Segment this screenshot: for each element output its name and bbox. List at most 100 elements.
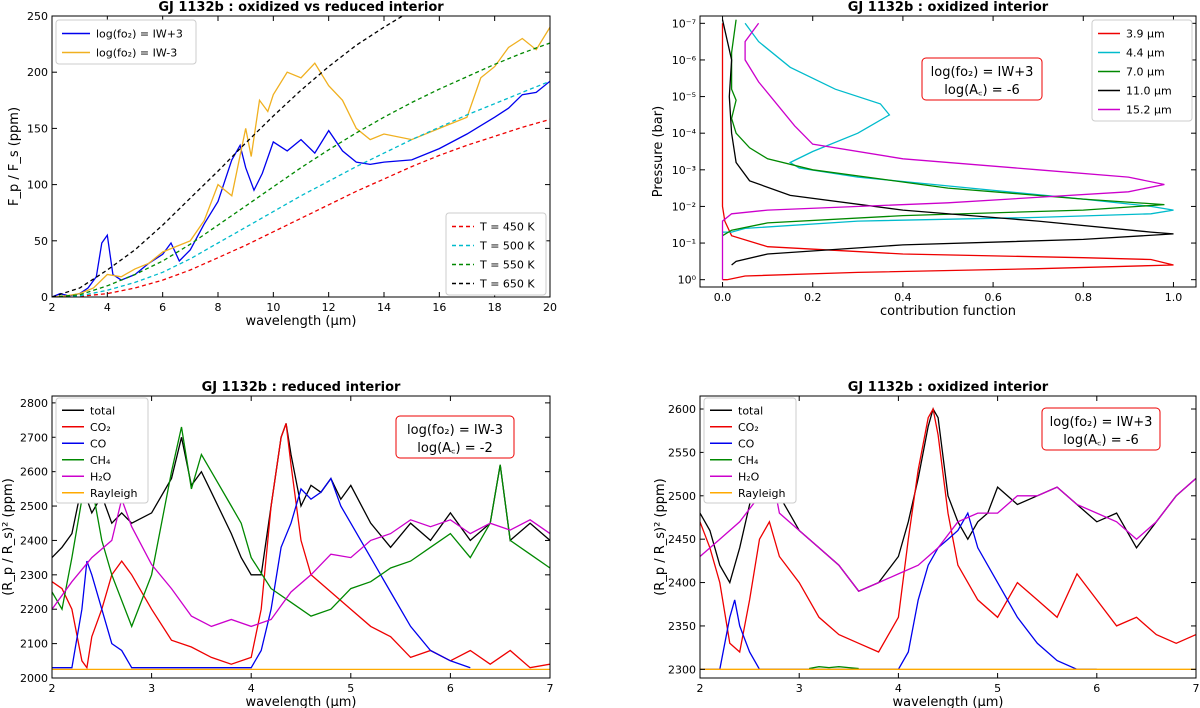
y-tick-label: 2400: [20, 534, 48, 547]
annotation-text: log(A꜀) = -2: [417, 441, 492, 456]
series-group: [52, 16, 550, 297]
y-tick-label: 2300: [668, 663, 696, 676]
y-tick-label: 2350: [668, 620, 696, 633]
plot-frame: [699, 395, 1197, 679]
x-tick-label: 0.8: [1075, 291, 1093, 304]
series-line: [52, 477, 471, 669]
plot-frame: [51, 395, 551, 679]
x-tick-label: 3: [148, 682, 155, 695]
y-tick-label: 10⁻⁵: [672, 91, 696, 104]
x-tick-label: 0.6: [984, 291, 1002, 304]
legend-label: CO: [90, 437, 107, 450]
x-axis-label: contribution function: [880, 304, 1016, 319]
annotation-text: log(A꜀) = -6: [1063, 433, 1138, 448]
legend: total CO₂ CO CH₄ H₂O Rayleigh: [703, 397, 797, 504]
legend-label: log(fo₂) = IW-3: [96, 47, 177, 60]
legend-label: CH₄: [738, 454, 759, 467]
y-tick-label: 2100: [20, 638, 48, 651]
x-tick-label: 4: [248, 682, 255, 695]
x-tick-label: 5: [994, 682, 1001, 695]
panel-1: GJ 1132b : oxidized vs reduced interior 2…: [7, 0, 557, 329]
y-tick-label: 2600: [668, 403, 696, 416]
y-tick-label: 2000: [20, 672, 48, 685]
legend-label: CO: [738, 437, 755, 450]
series-line: [721, 22, 1165, 280]
chart-title: GJ 1132b : oxidized interior: [848, 380, 1049, 395]
y-tick-label: 100: [27, 179, 48, 192]
y-tick-label: 2400: [668, 577, 696, 590]
y-tick-label: 2500: [668, 490, 696, 503]
x-tick-label: 0.2: [804, 291, 822, 304]
y-tick-label: 10⁻³: [672, 164, 696, 177]
annotation-frame: [921, 57, 1043, 101]
series-group: [721, 19, 1174, 281]
legend-label: CO₂: [90, 421, 111, 434]
series-line: [52, 42, 550, 297]
legend-label: 3.9 μm: [1126, 28, 1165, 41]
legend-label: H₂O: [90, 470, 112, 483]
legend-label: T = 500 K: [479, 240, 535, 253]
x-tick-label: 2: [697, 682, 704, 695]
y-tick-label: 200: [27, 66, 48, 79]
series-line: [808, 666, 859, 670]
legend-frame: [55, 19, 197, 65]
chart-title: GJ 1132b : reduced interior: [202, 380, 401, 395]
legend-label: total: [738, 404, 763, 417]
series-line: [52, 426, 550, 629]
series-group: [52, 423, 550, 671]
x-tick-label: 5: [347, 682, 354, 695]
y-tick-label: 250: [27, 10, 48, 23]
legend-label: 7.0 μm: [1126, 66, 1165, 79]
x-tick-label: 6: [447, 682, 454, 695]
y-tick-label: 2450: [668, 533, 696, 546]
x-tick-label: 1.0: [1165, 291, 1183, 304]
y-tick-label: 2600: [20, 466, 48, 479]
y-tick-label: 10⁻²: [672, 200, 696, 213]
y-axis-label: Pressure (bar): [651, 106, 666, 197]
x-axis-label: wavelength (μm): [246, 314, 357, 329]
x-tick-label: 0.0: [714, 291, 732, 304]
x-tick-label: 14: [377, 301, 391, 314]
y-tick-label: 2700: [20, 431, 48, 444]
y-tick-label: 10⁻⁶: [672, 54, 697, 67]
y-tick-label: 10⁻⁷: [672, 17, 696, 30]
legend-label: Rayleigh: [90, 487, 138, 500]
legend-label: CH₄: [90, 454, 111, 467]
y-tick-label: 2550: [668, 446, 696, 459]
y-axis-label: (R_p / R_s)² (ppm): [653, 478, 668, 596]
x-tick-label: 6: [1093, 682, 1100, 695]
series-line: [722, 22, 1174, 233]
annotation-text: log(A꜀) = -6: [944, 83, 1019, 98]
panel-4: GJ 1132b : oxidized interior 2 3 4 5 6 7 2300 23…: [653, 380, 1200, 708]
plot-frame: [699, 15, 1197, 288]
x-tick-label: 4: [895, 682, 902, 695]
y-tick-label: 2800: [20, 397, 48, 410]
series-line: [52, 16, 404, 297]
annotation-frame: [1041, 407, 1161, 451]
legend-label: log(fo₂) = IW+3: [96, 28, 183, 41]
series-line: [52, 80, 550, 297]
annotation-frame: [395, 415, 515, 459]
legend-label: CO₂: [738, 421, 759, 434]
legend-bottom: T = 450 K T = 500 K T = 550 K T = 650 K: [445, 212, 547, 296]
chart-title: GJ 1132b : oxidized interior: [848, 0, 1049, 15]
x-tick-label: 8: [215, 301, 222, 314]
x-tick-label: 2: [49, 301, 56, 314]
panel-3: GJ 1132b : reduced interior 2 3 4 5 6 7 2000 210…: [1, 380, 554, 708]
x-tick-label: 0.4: [894, 291, 912, 304]
y-tick-label: 10⁰: [678, 274, 697, 287]
x-tick-label: 20: [543, 301, 557, 314]
series-line: [721, 19, 1174, 266]
series-line: [721, 23, 1174, 281]
series-line: [700, 407, 1196, 654]
series-line: [52, 496, 550, 628]
series-line: [700, 511, 1097, 670]
x-tick-label: 10: [266, 301, 280, 314]
legend-label: H₂O: [738, 470, 760, 483]
x-tick-label: 7: [1193, 682, 1200, 695]
legend: 3.9 μm 4.4 μm 7.0 μm 11.0 μm 15.2 μm: [1091, 19, 1193, 122]
x-tick-label: 2: [49, 682, 56, 695]
x-tick-label: 6: [159, 301, 166, 314]
legend-label: 4.4 μm: [1126, 47, 1165, 60]
y-tick-label: 0: [41, 291, 48, 304]
